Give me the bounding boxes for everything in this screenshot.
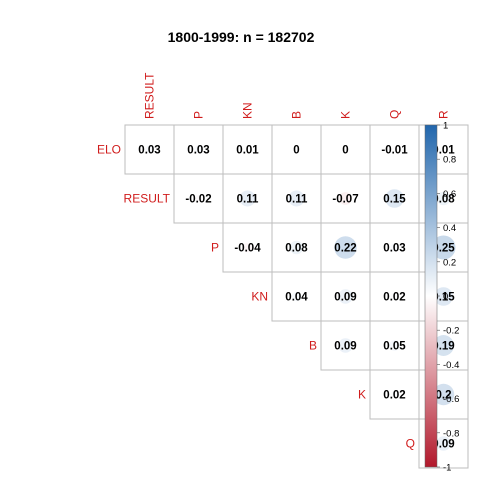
cell-circle xyxy=(245,147,250,152)
cell-value: -0.02 xyxy=(185,194,211,206)
colorbar-ticks: 1 0.8 0.6 0.4 0.2 0 -0.2 -0.4 -0.6 -0.8 -1 xyxy=(437,121,459,474)
cell-circle xyxy=(390,243,399,252)
cell-value: 0.08 xyxy=(285,243,308,255)
cell-circle xyxy=(145,145,154,154)
cell-circle xyxy=(239,190,256,207)
cell-circle xyxy=(195,195,202,202)
cell-value: 0 xyxy=(293,145,299,157)
colorbar-gradient xyxy=(424,124,438,468)
cell-value: -0.07 xyxy=(332,194,358,206)
colorbar-tick-label: 0.8 xyxy=(443,155,456,166)
colorbar-tick-label: -0.2 xyxy=(443,326,459,337)
cell-value: -0.01 xyxy=(381,145,408,157)
cell-value: 0.01 xyxy=(432,145,455,157)
colorbar-tick-label: -0.8 xyxy=(443,428,459,439)
cell-circle xyxy=(289,240,304,255)
cell-value: -0.04 xyxy=(234,243,261,255)
cell-circle xyxy=(291,291,302,302)
labels-layer: ELO RESULT P KN B K Q RESULT P KN B K Q R xyxy=(97,72,451,451)
column-label: RESULT xyxy=(143,72,157,119)
cell-circle xyxy=(433,335,454,356)
colorbar-tick-label: 0.2 xyxy=(443,257,456,268)
cell-value: 0.11 xyxy=(237,194,259,206)
cell-value: 0.02 xyxy=(383,292,405,304)
colorbar-tick-label: 1 xyxy=(443,121,448,132)
cell-circle xyxy=(436,436,451,451)
colorbar-tick-label: -1 xyxy=(443,463,451,474)
cell-value: 0.11 xyxy=(286,194,308,206)
cell-value: 0.01 xyxy=(236,145,259,157)
cell-value: 0.19 xyxy=(432,341,454,353)
cell-value: 0.09 xyxy=(334,292,356,304)
cell-circle xyxy=(339,192,352,205)
cell-value: 0.02 xyxy=(383,390,405,402)
row-label: RESULT xyxy=(124,192,171,206)
cell-box xyxy=(320,124,371,175)
cell-circle xyxy=(334,236,357,259)
chart-title: 1800-1999: n = 182702 xyxy=(168,29,315,45)
cell-box xyxy=(369,320,420,371)
cell-circle xyxy=(431,235,456,260)
cell-circle xyxy=(338,289,353,304)
cell-value: 0.22 xyxy=(334,243,356,255)
cell-value: 0.03 xyxy=(138,145,160,157)
cell-value: 0.04 xyxy=(285,292,308,304)
cell-value: 0.03 xyxy=(187,145,209,157)
column-label: K xyxy=(339,111,353,119)
cell-circle xyxy=(338,338,353,353)
colorbar: 1 0.8 0.6 0.4 0.2 0 -0.2 -0.4 -0.6 -0.8 -1 xyxy=(424,121,459,474)
colorbar-tick-label: 0.4 xyxy=(443,223,456,234)
row-label: ELO xyxy=(97,143,121,157)
column-label: P xyxy=(192,111,206,119)
colorbar-tick-label: -0.6 xyxy=(443,394,459,405)
cell-value: 0.15 xyxy=(432,292,455,304)
cell-box xyxy=(369,173,420,224)
column-label: R xyxy=(437,110,451,119)
cell-circle xyxy=(436,191,451,206)
cell-value: 0 xyxy=(342,145,348,157)
colorbar-tick-label: 0 xyxy=(443,292,448,303)
cell-circle xyxy=(242,242,253,253)
cell-circle xyxy=(432,383,455,406)
cell-circle xyxy=(389,340,400,351)
cell-value: 0.25 xyxy=(432,243,455,255)
cell-value: 0.08 xyxy=(432,194,455,206)
cell-value: 0.03 xyxy=(383,243,405,255)
cell-circle xyxy=(392,147,397,152)
cell-value: 0.09 xyxy=(334,341,356,353)
cell-circle xyxy=(434,287,453,306)
row-label: B xyxy=(309,339,317,353)
column-label: KN xyxy=(241,102,255,119)
column-label: Q xyxy=(388,110,402,119)
colorbar-tick-label: -0.4 xyxy=(443,360,459,371)
cell-value: 0.09 xyxy=(432,439,454,451)
cell-circle xyxy=(288,190,305,207)
cell-circle xyxy=(194,145,203,154)
colorbar-tick-label: 0.6 xyxy=(443,189,456,200)
cell-box xyxy=(271,271,322,322)
cell-value: 0.05 xyxy=(383,341,406,353)
cell-value: 0.15 xyxy=(383,194,406,206)
cells-layer: 0.03 0.03 0.01 0 0 -0.01 0.01 -0.02 0.11 0.11 -0.0… xyxy=(124,124,469,469)
cell-circle xyxy=(385,189,404,208)
row-label: Q xyxy=(406,437,415,451)
column-label: B xyxy=(290,111,304,119)
cell-circle xyxy=(441,147,446,152)
cell-circle xyxy=(391,293,398,300)
row-label: K xyxy=(358,388,366,402)
cell-circle xyxy=(391,391,398,398)
row-label: P xyxy=(211,241,219,255)
row-label: KN xyxy=(251,290,268,304)
